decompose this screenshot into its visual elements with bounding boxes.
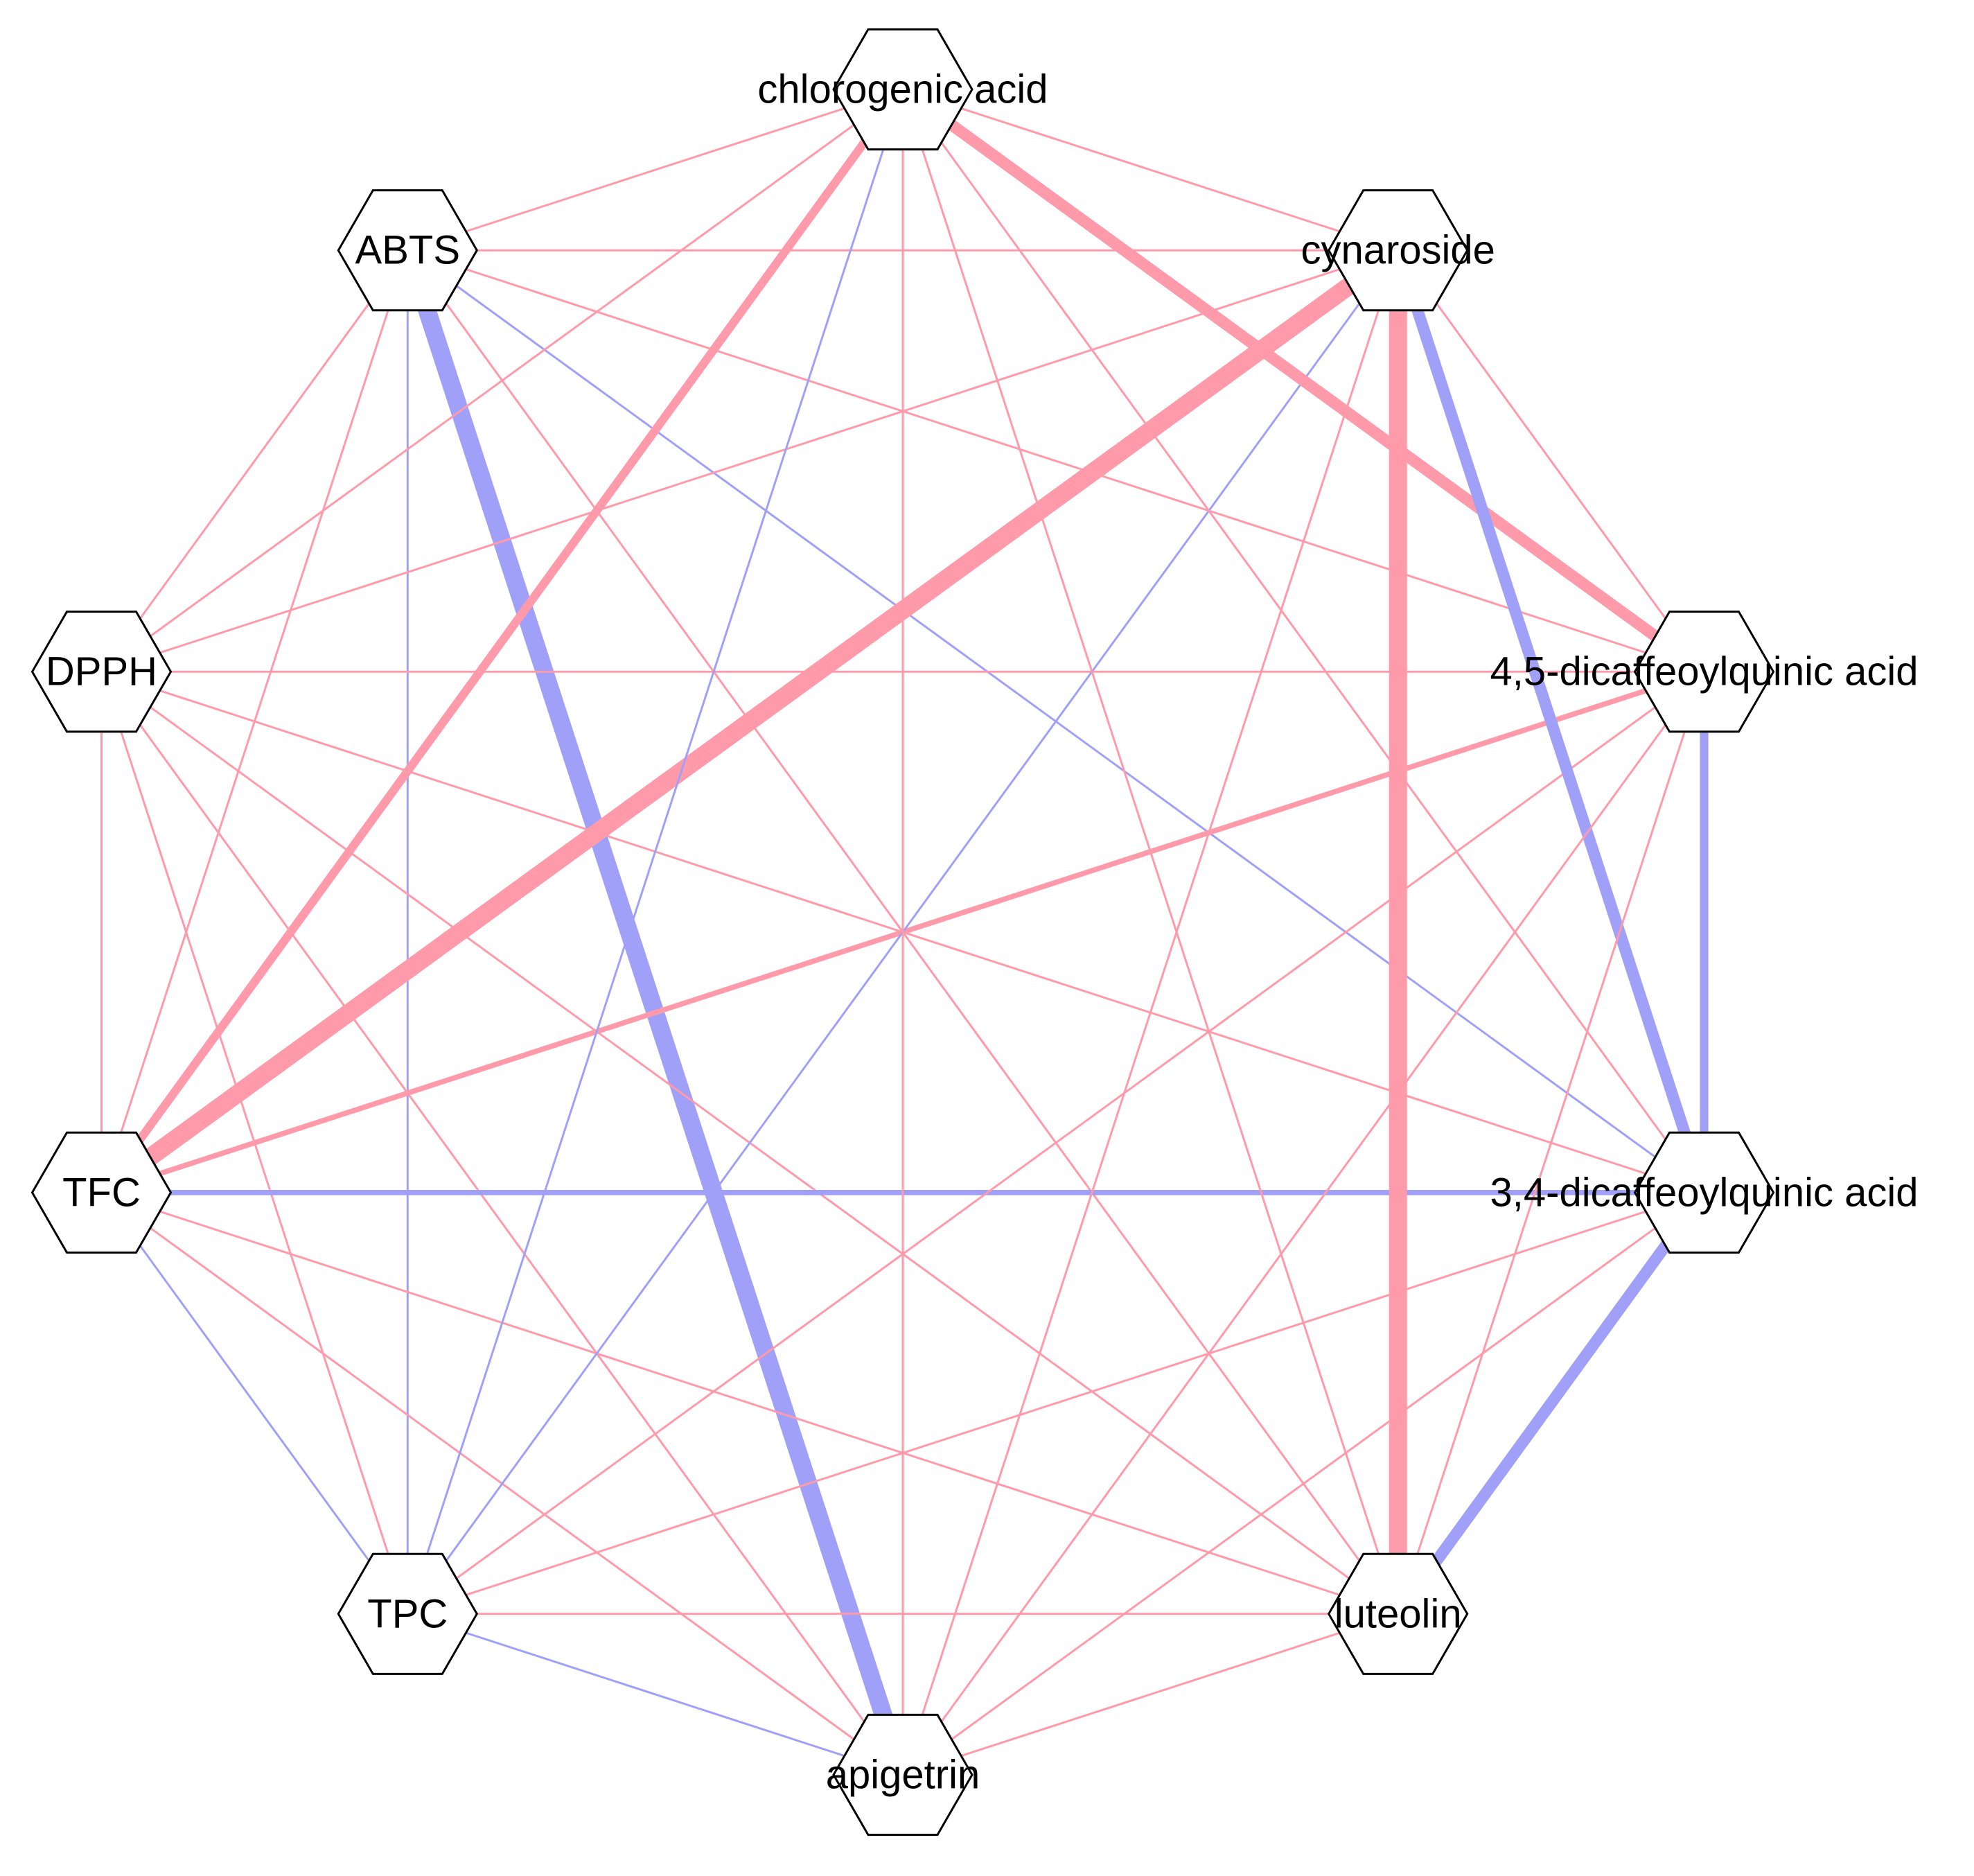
node-TPC: TPC [337, 1552, 479, 1675]
edge-DPPH-apigetrin [100, 671, 904, 1776]
node-label: 3,4-dicaffeoylquinic acid [1490, 1170, 1919, 1215]
node-hexagon [337, 189, 479, 312]
node-apigetrin: apigetrin [826, 1713, 980, 1836]
node-TFC: TFC [30, 1131, 173, 1254]
edge-ABTS-dcq45 [407, 249, 1704, 673]
edge-cynaroside-dcq45 [1397, 249, 1705, 673]
edge-DPPH-cynaroside [101, 249, 1399, 673]
edge-ABTS-chlorogenic [407, 88, 904, 252]
edge-dcq45-apigetrin [901, 671, 1705, 1776]
node-label: TFC [62, 1170, 141, 1215]
node-label: luteolin [1334, 1591, 1462, 1636]
node-label: TPC [367, 1591, 448, 1636]
edge-dcq45-luteolin [1397, 671, 1705, 1615]
edge-ABTS-DPPH [100, 249, 409, 673]
edge-TPC-dcq34 [407, 1191, 1704, 1615]
node-DPPH: DPPH [30, 611, 173, 733]
node-hexagon [1327, 1552, 1469, 1675]
node-hexagon [1327, 189, 1469, 312]
node-dcq45: 4,5-dicaffeoylquinic acid [1490, 611, 1919, 733]
edge-chlorogenic-cynaroside [902, 88, 1399, 252]
edge-DPPH-chlorogenic [100, 88, 904, 673]
node-luteolin: luteolin [1327, 1552, 1469, 1675]
edge-luteolin-apigetrin [902, 1613, 1399, 1776]
edge-TPC-apigetrin [407, 1613, 904, 1776]
edge-TFC-TPC [100, 1191, 409, 1615]
edge-TPC-chlorogenic [406, 89, 904, 1615]
node-label: ABTS [355, 228, 461, 273]
edge-cynaroside-dcq34 [1392, 248, 1710, 1195]
node-hexagon [337, 1552, 479, 1675]
edge-dcq34-apigetrin [902, 1191, 1705, 1776]
node-label: apigetrin [826, 1753, 980, 1798]
node-hexagon [832, 28, 973, 151]
node-label: cynaroside [1301, 228, 1495, 273]
edge-chlorogenic-dcq45 [899, 85, 1708, 676]
edges-layer [96, 85, 1710, 1778]
node-hexagon [30, 611, 173, 733]
edge-TPC-dcq45 [407, 670, 1705, 1615]
node-chlorogenic: chlorogenic acid [757, 28, 1048, 151]
node-hexagon [832, 1713, 973, 1836]
node-label: DPPH [46, 649, 157, 694]
nodes-layer: chlorogenic acid cynaroside 4,5-dicaffeoyl… [30, 28, 1919, 1836]
node-ABTS: ABTS [337, 189, 479, 312]
node-hexagon [1633, 1131, 1775, 1254]
edge-cynaroside-apigetrin [901, 249, 1400, 1776]
edge-chlorogenic-luteolin [901, 89, 1400, 1615]
edge-dcq34-luteolin [1393, 1189, 1709, 1618]
node-cynaroside: cynaroside [1301, 189, 1495, 312]
node-hexagon [1633, 611, 1775, 733]
edge-TFC-luteolin [101, 1191, 1399, 1615]
node-dcq34: 3,4-dicaffeoylquinic acid [1490, 1131, 1919, 1254]
node-label: 4,5-dicaffeoylquinic acid [1490, 649, 1919, 694]
node-hexagon [30, 1131, 173, 1254]
edge-TFC-chlorogenic [98, 87, 906, 1195]
node-label: chlorogenic acid [757, 67, 1048, 112]
edge-chlorogenic-dcq34 [901, 89, 1705, 1193]
edge-TFC-cynaroside [96, 243, 1404, 1200]
